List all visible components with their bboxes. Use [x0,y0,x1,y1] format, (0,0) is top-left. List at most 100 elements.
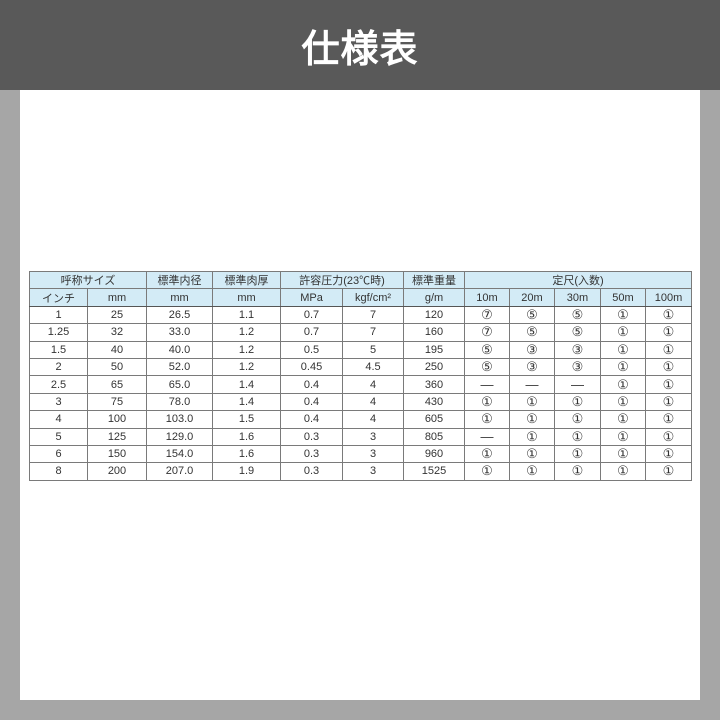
table-cell: ① [464,410,510,429]
sub-header-cell: mm [146,288,213,307]
table-cell: ① [600,444,646,464]
table-cell: ① [600,305,646,325]
table-cell: 430 [403,392,465,412]
table-cell: 129.0 [146,427,213,446]
table-cell: 0.45 [280,357,343,377]
sub-header-cell: kgf/cm² [342,288,404,307]
table-cell: 0.4 [280,392,343,412]
table-cell: 1.4 [212,375,281,394]
table-cell: ① [509,427,555,446]
table-row: 8 200 207.0 1.9 0.3 3 1525 ① ① ① ① ① [29,462,692,481]
table-cell: 1.2 [212,340,281,359]
table-cell: ① [645,410,692,429]
table-cell: 7 [342,305,404,325]
table-cell: ⑤ [464,357,510,377]
table-cell: ① [600,375,646,394]
table-cell: ① [464,392,510,412]
table-cell: 65 [87,375,147,394]
table-cell: 6 [29,444,88,464]
table-cell: ① [600,392,646,412]
sub-header-cell: g/m [403,288,465,307]
table-cell: ① [645,340,692,359]
table-cell: ① [509,462,555,481]
table-body: 1 25 26.5 1.1 0.7 7 120 ⑦ ⑤ ⑤ ① ① 1.25 32 33.0 1.2 0.7 7 1… [29,305,692,481]
table-cell: 4 [342,410,404,429]
sub-header-cell: 100m [645,288,692,307]
table-cell: 5 [342,340,404,359]
table-cell: 50 [87,357,147,377]
header-allowable-pressure: 許容圧力(23℃時) [280,270,404,290]
table-cell: 7 [342,323,404,342]
table-row: 1 25 26.5 1.1 0.7 7 120 ⑦ ⑤ ⑤ ① ① [29,305,692,325]
table-cell: 40 [87,340,147,359]
sub-header-cell: インチ [29,288,88,307]
table-cell: 195 [403,340,465,359]
table-row: 2 50 52.0 1.2 0.45 4.5 250 ⑤ ③ ③ ① ① [29,357,692,377]
table-cell: 1.6 [212,444,281,464]
sub-header-cell: 50m [600,288,646,307]
table-cell: 360 [403,375,465,394]
header-standard-length: 定尺(入数) [464,270,692,290]
table-cell: 200 [87,462,147,481]
table-cell: 2.5 [29,375,88,394]
table-cell: ⑤ [509,305,555,325]
table-cell: ⑦ [464,323,510,342]
table-cell: ① [600,340,646,359]
table-cell: 8 [29,462,88,481]
table-cell: ① [509,444,555,464]
table-cell: ① [600,427,646,446]
table-cell: ① [645,375,692,394]
table-cell: 4.5 [342,357,404,377]
table-row: 3 75 78.0 1.4 0.4 4 430 ① ① ① ① ① [29,392,692,412]
table-cell: ① [554,444,601,464]
table-cell: 1.2 [212,323,281,342]
table-cell: 0.7 [280,305,343,325]
table-cell: ⑦ [464,305,510,325]
table-cell: 78.0 [146,392,213,412]
table-cell: ⑤ [509,323,555,342]
table-cell: 1 [29,305,88,325]
spec-table: 呼称サイズ 標準内径 標準肉厚 許容圧力(23℃時) 標準重量 定尺(入数) イ… [29,270,692,481]
table-cell: 52.0 [146,357,213,377]
table-cell: 125 [87,427,147,446]
header-wall-thickness: 標準肉厚 [212,270,281,290]
sub-header-row: インチ mm mm mm MPa kgf/cm² g/m 10m 20m 30m 50m 100m [29,288,692,307]
sub-header-cell: MPa [280,288,343,307]
header-nominal-size: 呼称サイズ [29,270,147,290]
table-cell: 160 [403,323,465,342]
table-cell: 0.4 [280,375,343,394]
header-inner-diameter: 標準内径 [146,270,213,290]
table-row: 1.25 32 33.0 1.2 0.7 7 160 ⑦ ⑤ ⑤ ① ① [29,323,692,342]
table-cell: ③ [509,357,555,377]
table-cell: 0.4 [280,410,343,429]
table-cell: ① [645,392,692,412]
table-cell: ① [645,305,692,325]
table-cell: 4 [29,410,88,429]
table-cell: ① [645,357,692,377]
table-cell: 0.7 [280,323,343,342]
header-weight: 標準重量 [403,270,465,290]
table-cell: 960 [403,444,465,464]
table-cell: 120 [403,305,465,325]
table-cell: — [464,427,510,446]
table-cell: ① [554,392,601,412]
table-row: 2.5 65 65.0 1.4 0.4 4 360— — — ① ① [29,375,692,394]
table-cell: 4 [342,392,404,412]
table-cell: 3 [342,427,404,446]
table-cell: 3 [342,462,404,481]
table-cell: 5 [29,427,88,446]
table-cell: ① [645,427,692,446]
table-cell: 40.0 [146,340,213,359]
table-cell: ① [645,462,692,481]
table-cell: 2 [29,357,88,377]
table-row: 5 125 129.0 1.6 0.3 3 805— ① ① ① ① [29,427,692,446]
table-cell: — [464,375,510,394]
table-cell: ① [600,410,646,429]
table-row: 6 150 154.0 1.6 0.3 3 960 ① ① ① ① ① [29,444,692,464]
page-title: 仕様表 [301,26,419,71]
group-header-row: 呼称サイズ 標準内径 標準肉厚 許容圧力(23℃時) 標準重量 定尺(入数) [29,270,692,290]
table-cell: 1.25 [29,323,88,342]
table-cell: 75 [87,392,147,412]
table-cell: ① [464,444,510,464]
table-cell: 0.5 [280,340,343,359]
